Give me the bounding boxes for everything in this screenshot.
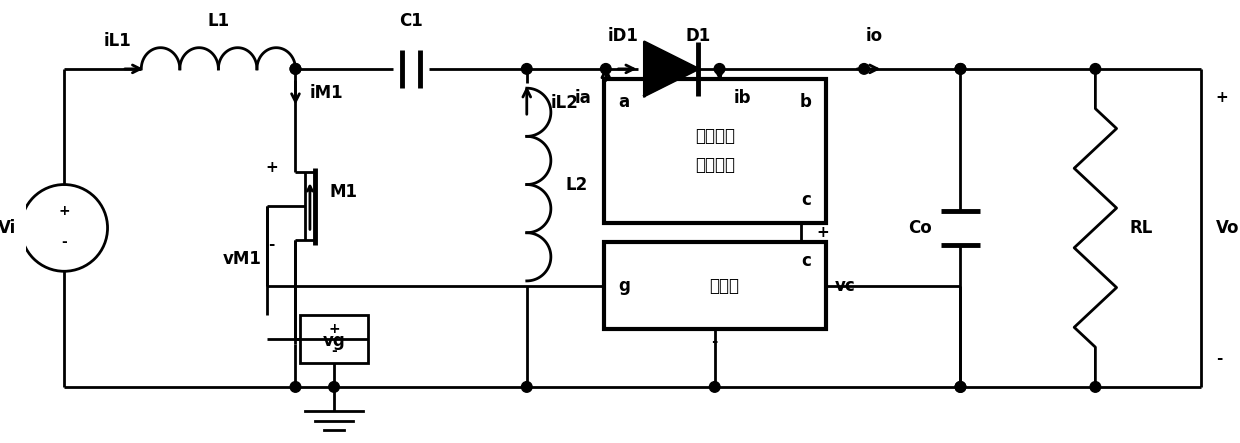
Text: L1: L1 [207,12,229,30]
Circle shape [955,381,966,392]
Text: -: - [61,235,67,249]
Text: L2: L2 [565,175,588,194]
Text: Vi: Vi [0,219,16,237]
Circle shape [955,64,966,74]
Text: -: - [268,237,274,252]
Circle shape [600,64,611,74]
Text: +: + [329,322,340,336]
Text: g: g [619,277,630,295]
Polygon shape [645,42,698,96]
Text: vc: vc [836,277,856,295]
Text: io: io [866,27,883,45]
Text: +: + [1216,90,1229,105]
Bar [604,78,826,223]
Circle shape [859,64,869,74]
Text: iM1: iM1 [310,84,343,102]
Text: 输出电流: 输出电流 [694,127,735,145]
Circle shape [522,64,532,74]
Circle shape [709,381,720,392]
Text: iL1: iL1 [103,31,131,50]
Text: 补偿支路: 补偿支路 [694,156,735,174]
Text: b: b [800,93,811,111]
Text: +: + [58,204,69,218]
Text: vM1: vM1 [223,249,262,268]
Text: ia: ia [574,89,591,107]
Text: Vo: Vo [1216,219,1239,237]
Text: M1: M1 [329,183,357,201]
Text: +: + [265,160,278,175]
Text: iD1: iD1 [608,27,639,45]
Circle shape [522,381,532,392]
Text: D1: D1 [686,27,711,45]
Circle shape [290,64,301,74]
Text: c: c [801,190,811,209]
Text: 控制器: 控制器 [709,277,739,295]
Bar [604,242,826,329]
Text: Co: Co [908,219,931,237]
Text: RL: RL [1130,219,1152,237]
Text: vg: vg [322,332,346,350]
Text: c: c [801,252,811,270]
Text: a: a [619,93,630,111]
Circle shape [329,381,340,392]
Bar [300,315,368,363]
Circle shape [290,381,301,392]
Circle shape [1090,64,1101,74]
Text: iL2: iL2 [551,93,579,112]
Text: +: + [816,225,828,240]
Text: C1: C1 [399,12,423,30]
Circle shape [714,64,725,74]
Text: -: - [712,334,718,349]
Circle shape [1090,381,1101,392]
Text: -: - [331,344,337,358]
Text: -: - [1216,350,1223,365]
Circle shape [955,64,966,74]
Circle shape [955,381,966,392]
Text: ib: ib [734,89,751,107]
Circle shape [290,64,301,74]
